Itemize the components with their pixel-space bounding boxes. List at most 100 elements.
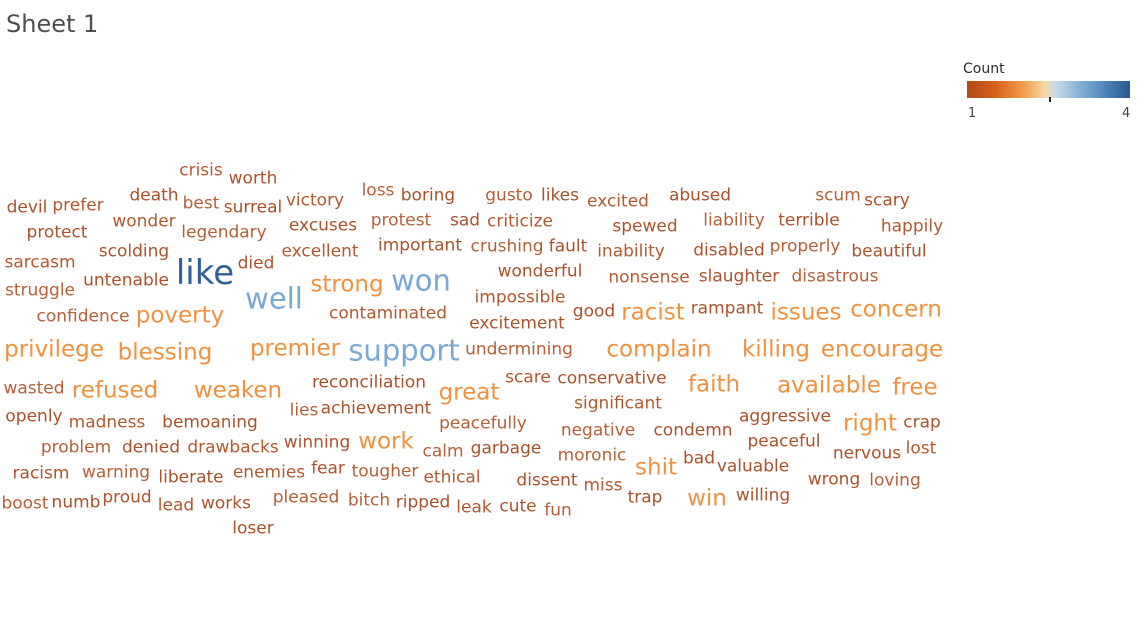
- word-pleased: pleased: [272, 487, 340, 508]
- word-well: well: [245, 281, 303, 316]
- word-fault: fault: [548, 236, 588, 257]
- word-drawbacks: drawbacks: [187, 437, 279, 458]
- word-warning: warning: [81, 462, 151, 483]
- word-undermining: undermining: [465, 339, 573, 360]
- word-lead: lead: [157, 495, 195, 516]
- word-excited: excited: [587, 191, 649, 212]
- word-crap: crap: [903, 412, 941, 433]
- word-scum: scum: [815, 185, 861, 206]
- word-privilege: privilege: [4, 336, 104, 363]
- word-work: work: [358, 428, 414, 455]
- word-scare: scare: [505, 367, 551, 388]
- word-significant: significant: [574, 393, 662, 414]
- word-legendary: legendary: [181, 222, 267, 243]
- word-fear: fear: [311, 458, 345, 479]
- word-struggle: struggle: [4, 280, 76, 301]
- word-condemn: condemn: [653, 420, 733, 441]
- word-important: important: [378, 235, 462, 256]
- word-victory: victory: [285, 190, 345, 211]
- word-spewed: spewed: [612, 216, 678, 237]
- word-denied: denied: [122, 437, 180, 458]
- word-boost: boost: [1, 493, 49, 514]
- word-contaminated: contaminated: [329, 303, 447, 324]
- word-complain: complain: [606, 336, 712, 363]
- word-bad: bad: [683, 448, 715, 469]
- word-confidence: confidence: [36, 306, 130, 327]
- word-scolding: scolding: [98, 241, 170, 262]
- word-prefer: prefer: [52, 195, 104, 216]
- word-protect: protect: [26, 222, 88, 243]
- word-encourage: encourage: [820, 336, 944, 363]
- word-ripped: ripped: [395, 492, 451, 513]
- word-surreal: surreal: [223, 197, 283, 218]
- word-numb: numb: [51, 492, 101, 513]
- word-excuses: excuses: [288, 215, 358, 236]
- word-death: death: [129, 185, 179, 206]
- word-excellent: excellent: [281, 241, 359, 262]
- word-happily: happily: [880, 216, 944, 237]
- legend-gradient-bar: [967, 81, 1130, 98]
- word-concern: concern: [850, 296, 942, 323]
- word-properly: properly: [769, 236, 841, 257]
- word-leak: leak: [456, 497, 492, 518]
- word-win: win: [687, 485, 727, 512]
- word-strong: strong: [310, 271, 384, 298]
- word-worth: worth: [228, 168, 278, 189]
- word-premier: premier: [249, 335, 341, 362]
- word-valuable: valuable: [716, 456, 790, 477]
- word-loving: loving: [869, 470, 921, 491]
- legend-title: Count: [963, 61, 1005, 77]
- word-boring: boring: [400, 185, 456, 206]
- word-peacefully: peacefully: [439, 413, 527, 434]
- word-rampant: rampant: [690, 298, 764, 319]
- word-like: like: [175, 253, 235, 293]
- word-trap: trap: [627, 487, 663, 508]
- word-enemies: enemies: [232, 462, 306, 483]
- word-racism: racism: [12, 463, 70, 484]
- word-proud: proud: [102, 487, 152, 508]
- word-fun: fun: [544, 500, 572, 521]
- word-lies: lies: [289, 400, 319, 421]
- word-aggressive: aggressive: [738, 406, 832, 427]
- word-nervous: nervous: [832, 443, 902, 464]
- word-sad: sad: [449, 210, 481, 231]
- word-good: good: [572, 301, 616, 322]
- word-killing: killing: [741, 336, 811, 363]
- word-wrong: wrong: [807, 469, 861, 490]
- word-achievement: achievement: [320, 398, 432, 419]
- legend-tick: [1049, 97, 1051, 102]
- word-racist: racist: [621, 299, 685, 326]
- word-likes: likes: [540, 185, 580, 206]
- word-works: works: [201, 493, 251, 514]
- word-loss: loss: [361, 180, 395, 201]
- word-gusto: gusto: [485, 185, 533, 206]
- word-miss: miss: [583, 475, 623, 496]
- word-beautiful: beautiful: [851, 241, 927, 262]
- sheet-title: Sheet 1: [6, 10, 99, 38]
- word-inability: inability: [597, 241, 665, 262]
- word-cute: cute: [499, 496, 537, 517]
- word-nonsense: nonsense: [608, 267, 690, 288]
- word-loser: loser: [232, 518, 274, 539]
- word-peaceful: peaceful: [747, 431, 821, 452]
- word-willing: willing: [735, 485, 791, 506]
- word-tougher: tougher: [351, 461, 419, 482]
- word-right: right: [842, 410, 898, 437]
- word-impossible: impossible: [474, 287, 566, 308]
- color-legend: Count 1 4: [963, 61, 1135, 123]
- legend-min-label: 1: [968, 106, 977, 121]
- word-wonderful: wonderful: [497, 261, 583, 282]
- word-terrible: terrible: [778, 210, 840, 231]
- word-calm: calm: [422, 441, 464, 462]
- word-abused: abused: [668, 185, 732, 206]
- word-disabled: disabled: [693, 240, 765, 261]
- word-blessing: blessing: [117, 339, 213, 366]
- word-untenable: untenable: [83, 270, 169, 291]
- word-liability: liability: [703, 210, 765, 231]
- word-shit: shit: [635, 454, 677, 481]
- word-dissent: dissent: [516, 470, 578, 491]
- word-ethical: ethical: [423, 467, 481, 488]
- word-great: great: [438, 379, 500, 406]
- word-crushing: crushing: [470, 236, 544, 257]
- word-best: best: [182, 193, 220, 214]
